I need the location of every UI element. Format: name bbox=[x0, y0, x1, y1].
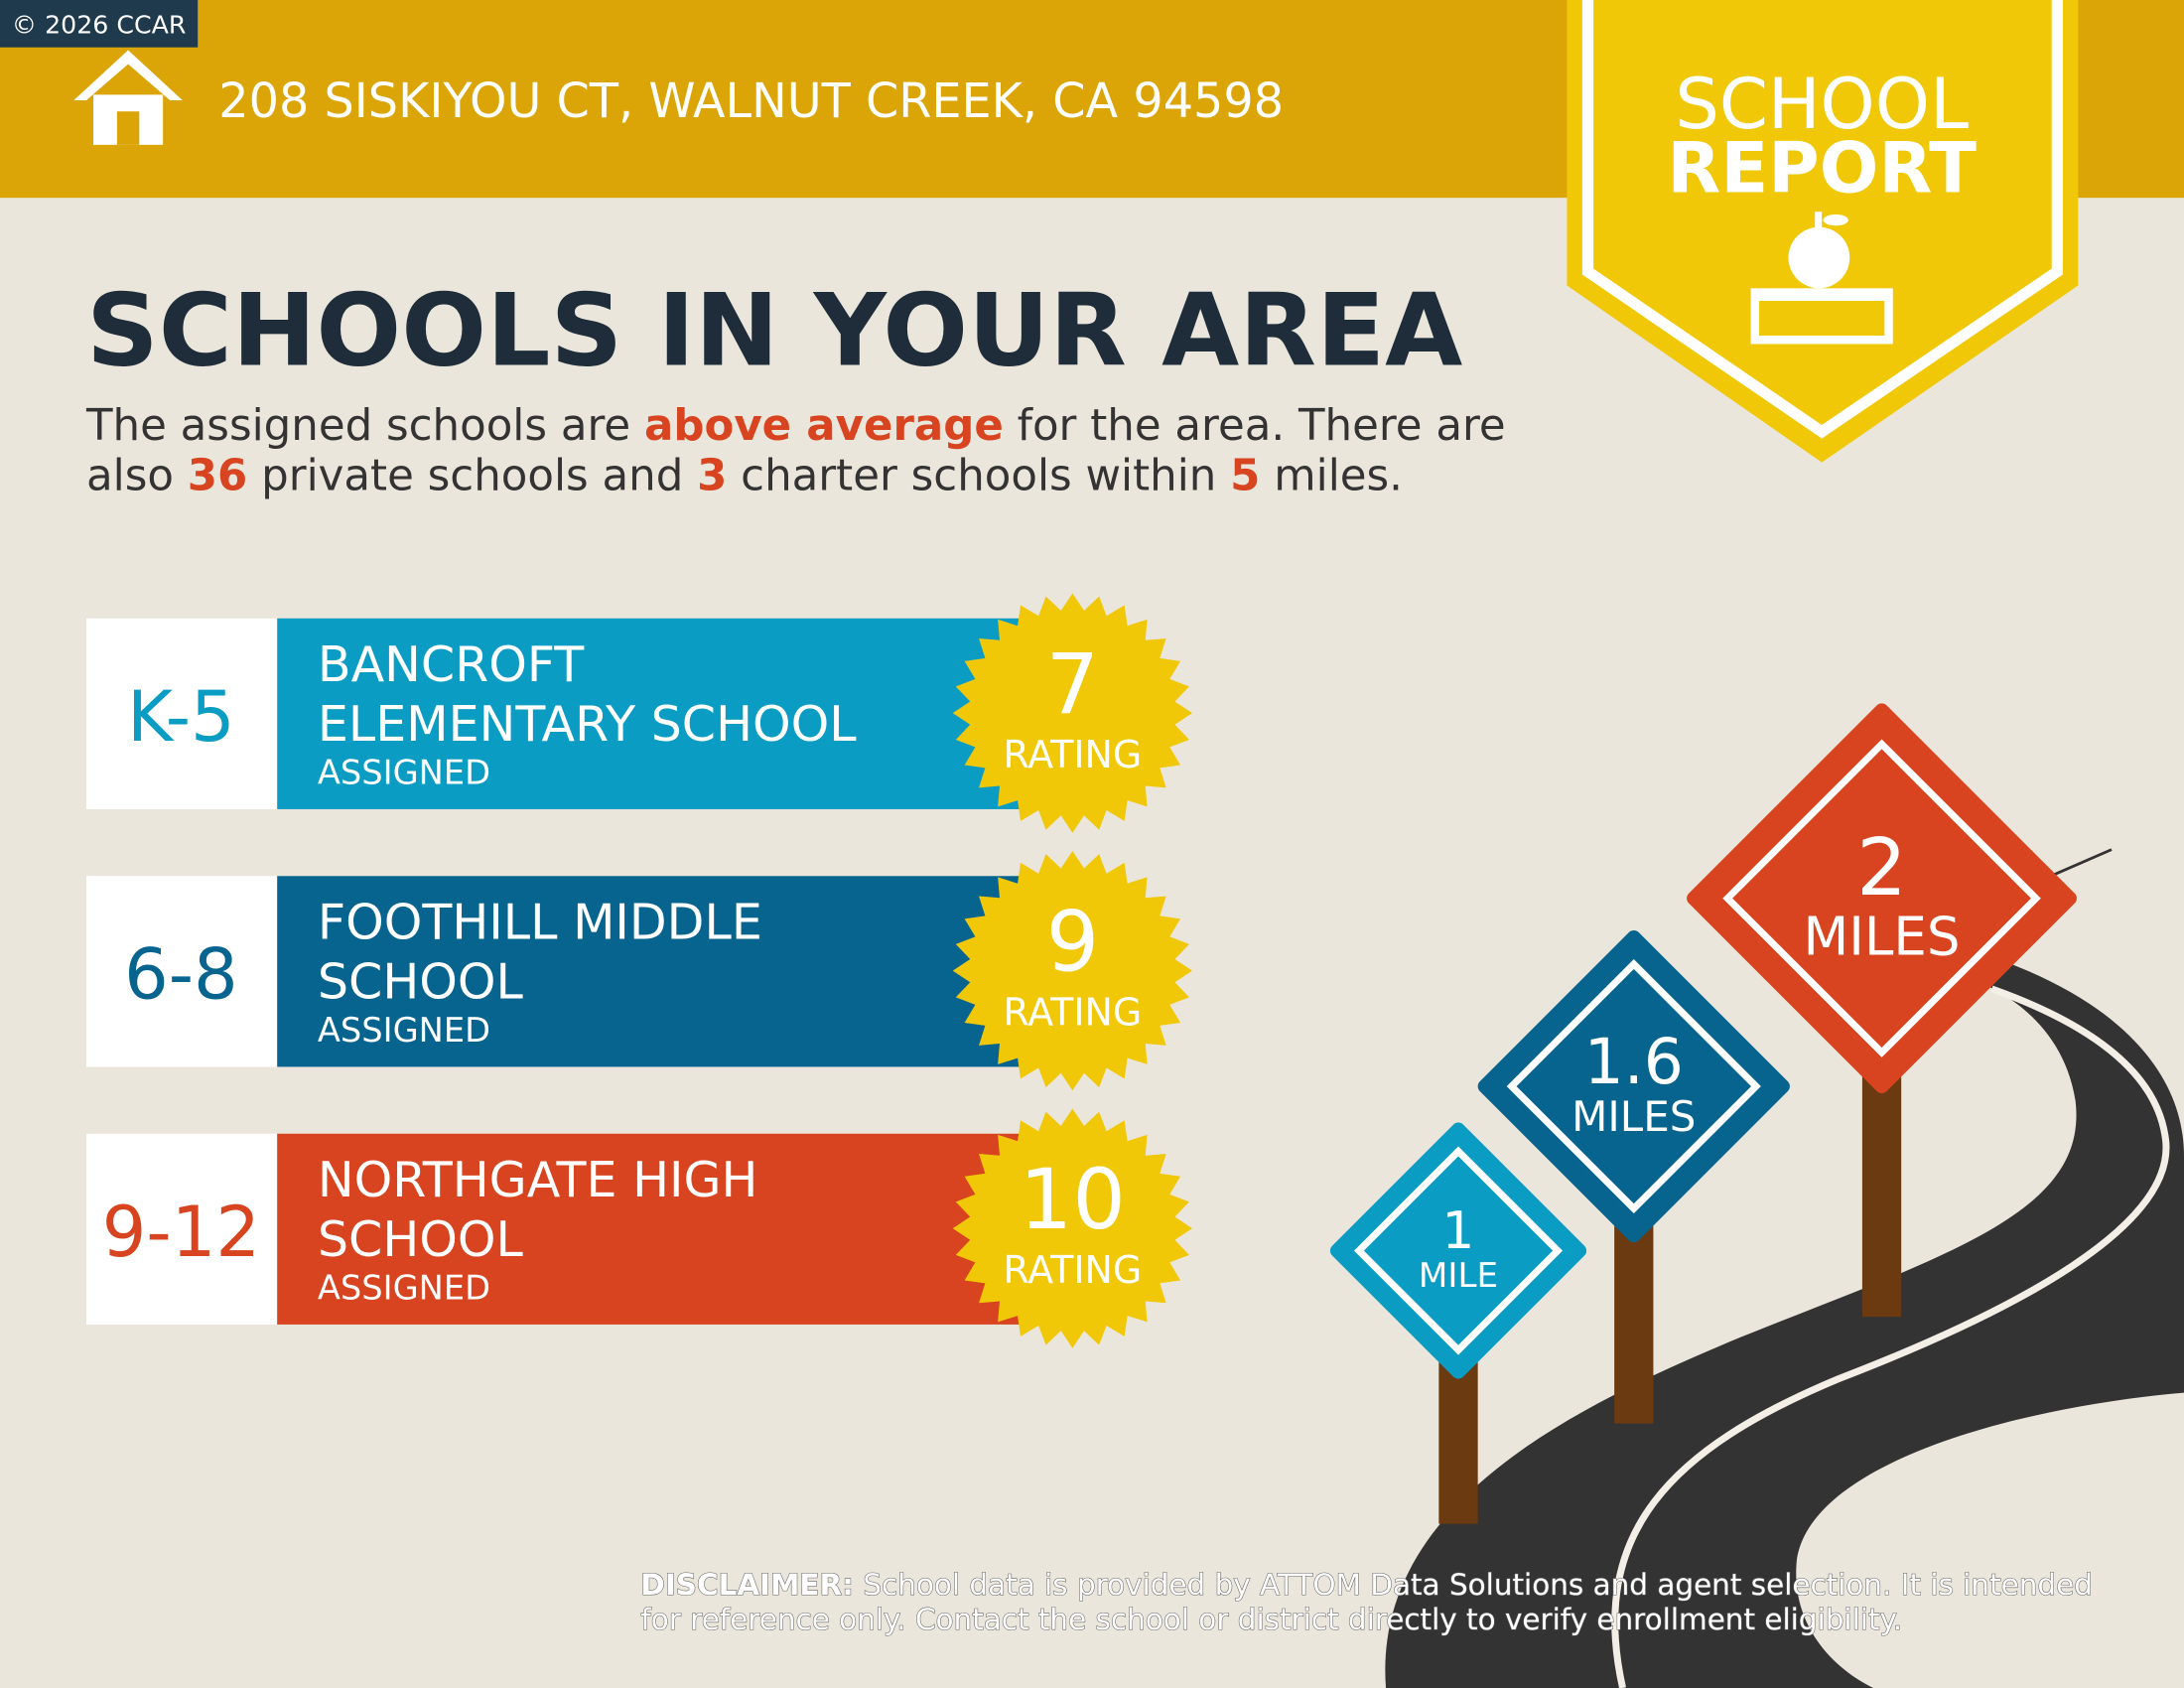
badge-box bbox=[0, 0, 199, 48]
disclaimer-label: DISCLAIMER: bbox=[640, 1568, 854, 1602]
summary-text: private schools and bbox=[247, 452, 697, 501]
road bbox=[1385, 960, 2184, 1688]
road-line bbox=[1611, 985, 2170, 1688]
rating-label: RATING bbox=[1004, 733, 1143, 776]
summary-highlight: above average bbox=[644, 401, 1004, 451]
summary-text: for the area. There are bbox=[1004, 401, 1506, 451]
disclaimer: DISCLAIMER: School data is provided by A… bbox=[640, 1567, 2094, 1636]
summary-highlight: 5 bbox=[1230, 452, 1260, 501]
badge: © 2026 CCAR bbox=[12, 11, 187, 40]
sign-face bbox=[1687, 703, 2077, 1094]
school-status: ASSIGNED bbox=[318, 754, 490, 792]
sign-border bbox=[1353, 1146, 1564, 1355]
school-status: ASSIGNED bbox=[318, 1011, 490, 1050]
sign-distance: 1.6 bbox=[1584, 1025, 1684, 1098]
summary-line: The assigned schools are above average f… bbox=[85, 401, 1506, 451]
shield-border bbox=[1581, 0, 2063, 439]
title: SCHOOLS IN YOUR AREA bbox=[86, 272, 1462, 389]
sign-distance: 2 bbox=[1856, 821, 1907, 914]
apple-book-icon bbox=[1750, 211, 1893, 345]
sign-distance: 1 bbox=[1442, 1201, 1475, 1261]
report-label: SCHOOL bbox=[1675, 64, 1969, 145]
rating-label: RATING bbox=[1004, 1248, 1143, 1292]
summary-highlight: 36 bbox=[188, 452, 248, 501]
school-status: ASSIGNED bbox=[318, 1269, 490, 1308]
school-bar bbox=[277, 876, 1024, 1067]
grade-range: 9-12 bbox=[102, 1192, 260, 1273]
school-name: ELEMENTARY SCHOOL bbox=[318, 695, 857, 753]
school-name: SCHOOL bbox=[318, 953, 524, 1011]
summary-text: The assigned schools are bbox=[85, 401, 644, 451]
disclaimer-text: School data is provided by ATTOM Data So… bbox=[854, 1568, 2093, 1602]
sign-face bbox=[1477, 929, 1790, 1243]
sign-border bbox=[1506, 959, 1761, 1214]
summary-text: miles. bbox=[1260, 452, 1403, 501]
address: 208 SISKIYOU CT, WALNUT CREEK, CA 94598 bbox=[218, 74, 1284, 129]
school-name: BANCROFT bbox=[318, 635, 585, 693]
summary-highlight: 3 bbox=[697, 452, 727, 501]
rating-seal bbox=[952, 593, 1193, 833]
school-name: FOOTHILL MIDDLE bbox=[318, 893, 762, 950]
rating-value: 9 bbox=[1046, 894, 1100, 991]
grade-box bbox=[85, 876, 278, 1067]
school-bar bbox=[277, 1133, 1024, 1325]
school-bar bbox=[277, 618, 1024, 809]
disclaimer-line: for reference only. Contact the school o… bbox=[640, 1603, 1902, 1636]
sign-border bbox=[1722, 739, 2041, 1057]
disclaimer-line: DISCLAIMER: School data is provided by A… bbox=[640, 1568, 2093, 1602]
sign-unit: MILE bbox=[1419, 1256, 1498, 1296]
summary: The assigned schools are above average f… bbox=[85, 401, 1506, 500]
summary-text: also bbox=[86, 452, 188, 501]
report-label: REPORT bbox=[1667, 128, 1977, 210]
school-name: NORTHGATE HIGH bbox=[318, 1151, 758, 1208]
grade-range: K-5 bbox=[127, 676, 235, 758]
summary-text: charter schools within bbox=[727, 452, 1230, 501]
sign-unit: MILES bbox=[1571, 1092, 1696, 1141]
rating-value: 10 bbox=[1020, 1151, 1126, 1248]
rating-seal bbox=[952, 1108, 1193, 1348]
grade-box bbox=[85, 618, 278, 809]
rating-label: RATING bbox=[1004, 990, 1143, 1034]
grade-box bbox=[85, 1133, 278, 1325]
sign-face bbox=[1329, 1122, 1587, 1379]
rating-seal bbox=[952, 851, 1193, 1091]
road-edge bbox=[2046, 848, 2113, 879]
rating-value: 7 bbox=[1046, 635, 1100, 733]
school-name: SCHOOL bbox=[318, 1210, 524, 1268]
sign-unit: MILES bbox=[1803, 907, 1960, 968]
house-icon bbox=[73, 50, 183, 145]
summary-line: also 36 private schools and 3 charter sc… bbox=[86, 452, 1403, 501]
grade-range: 6-8 bbox=[124, 934, 238, 1016]
